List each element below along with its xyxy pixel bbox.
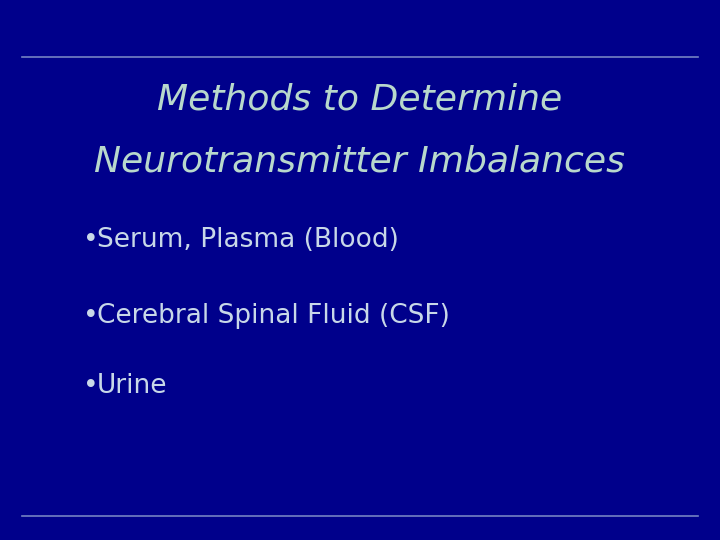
Text: •: • — [83, 227, 99, 253]
Text: Neurotransmitter Imbalances: Neurotransmitter Imbalances — [94, 145, 626, 179]
Text: •: • — [83, 373, 99, 399]
Text: •: • — [83, 303, 99, 329]
Text: Urine: Urine — [97, 373, 168, 399]
Text: Serum, Plasma (Blood): Serum, Plasma (Blood) — [97, 227, 399, 253]
Text: Methods to Determine: Methods to Determine — [158, 83, 562, 117]
Text: Cerebral Spinal Fluid (CSF): Cerebral Spinal Fluid (CSF) — [97, 303, 450, 329]
